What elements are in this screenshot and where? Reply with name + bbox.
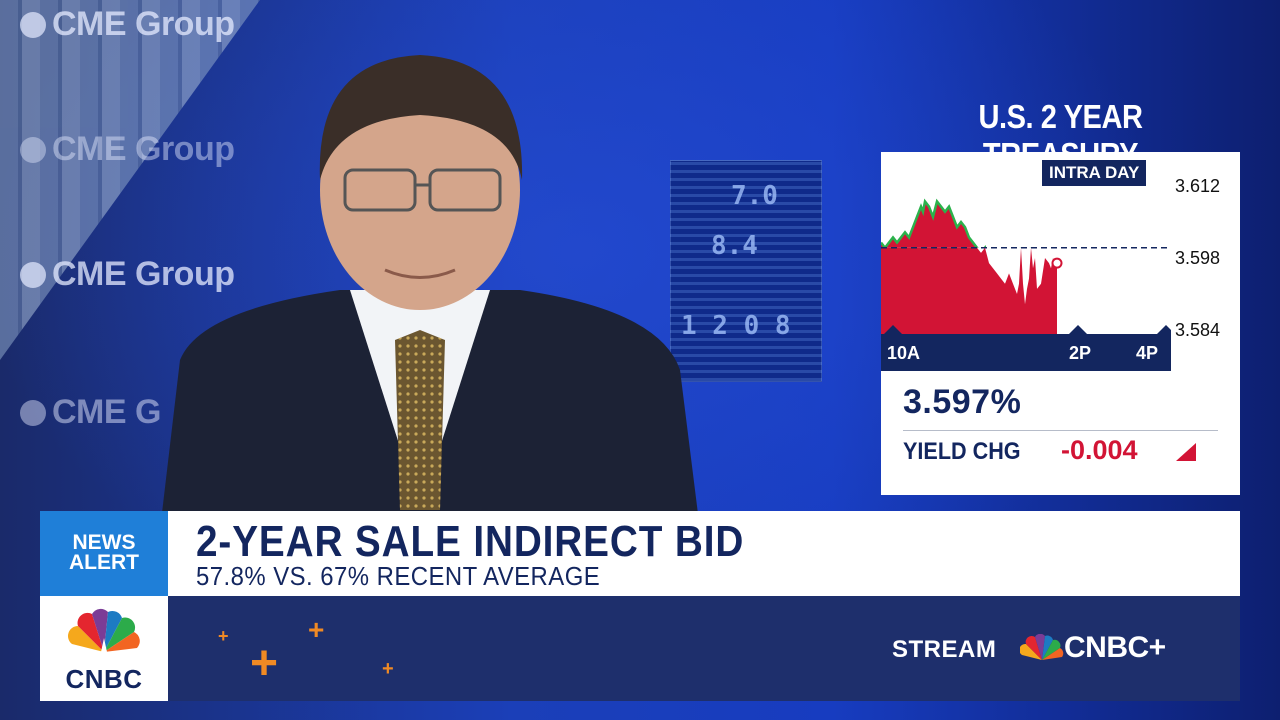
plus-icon: + [218, 626, 229, 646]
plus-icon: + [308, 614, 325, 645]
yield-change-value: -0.004 [1061, 435, 1138, 465]
cme-logo-backdrop: CME Group [20, 255, 235, 294]
last-point-marker [1051, 257, 1063, 269]
bottom-bar: + + + + STREAM CNBC+ [168, 596, 1240, 701]
area-below-reference [881, 247, 1057, 334]
x-tick-label: 10A [887, 343, 921, 363]
plus-icon: + [250, 637, 279, 690]
cme-logo-backdrop: CME Group [20, 5, 235, 44]
news-alert-badge: NEWS ALERT [40, 511, 168, 596]
x-tick-label: 2P [1069, 343, 1092, 363]
stream-label: STREAM [892, 636, 997, 663]
divider [903, 430, 1218, 431]
price-line-above [881, 198, 1033, 248]
yield-value: 3.597% [903, 383, 1022, 421]
treasury-panel: U.S. 2 YEAR TREASURY INTRA DAY 3.612 3.5… [881, 80, 1240, 495]
intraday-chart: INTRA DAY 3.612 3.598 3.584 10A 2P 4P [881, 152, 1240, 371]
yield-change-label: YIELD CHG [903, 438, 1021, 465]
area-above-reference [881, 201, 977, 248]
ticker-wall: 7.0 8.4 1 2 0 8 [670, 160, 822, 382]
down-arrow-icon [1176, 443, 1196, 461]
x-tick-label: 4P [1136, 343, 1159, 363]
network-logo: CNBC [40, 596, 168, 701]
time-axis: 10A 2P 4P [881, 334, 1171, 371]
time-marker-icon [884, 325, 902, 334]
headline: 2-YEAR SALE INDIRECT BID [196, 517, 745, 566]
cme-logo-backdrop: CME Group [20, 130, 235, 169]
time-marker-icon [1157, 325, 1171, 334]
cme-logo-backdrop: CME G [20, 393, 161, 432]
intraday-label: INTRA DAY [1042, 160, 1147, 186]
cnbc-plus-logo: CNBC+ [1064, 631, 1166, 664]
peacock-icon [1020, 634, 1064, 660]
y-tick-label: 3.598 [1175, 248, 1221, 268]
chart-plot [881, 198, 1171, 334]
y-tick-label: 3.584 [1175, 320, 1221, 340]
anchor-person [160, 55, 700, 530]
plus-icon: + [382, 658, 394, 680]
headline-box: 2-YEAR SALE INDIRECT BID 57.8% VS. 67% R… [168, 511, 1240, 596]
subheadline: 57.8% VS. 67% RECENT AVERAGE [196, 561, 601, 591]
yield-summary: 3.597% YIELD CHG -0.004 [881, 371, 1240, 495]
y-tick-label: 3.612 [1175, 176, 1221, 196]
time-marker-icon [1069, 325, 1087, 334]
peacock-icon [68, 608, 140, 652]
network-name: CNBC [65, 664, 143, 694]
